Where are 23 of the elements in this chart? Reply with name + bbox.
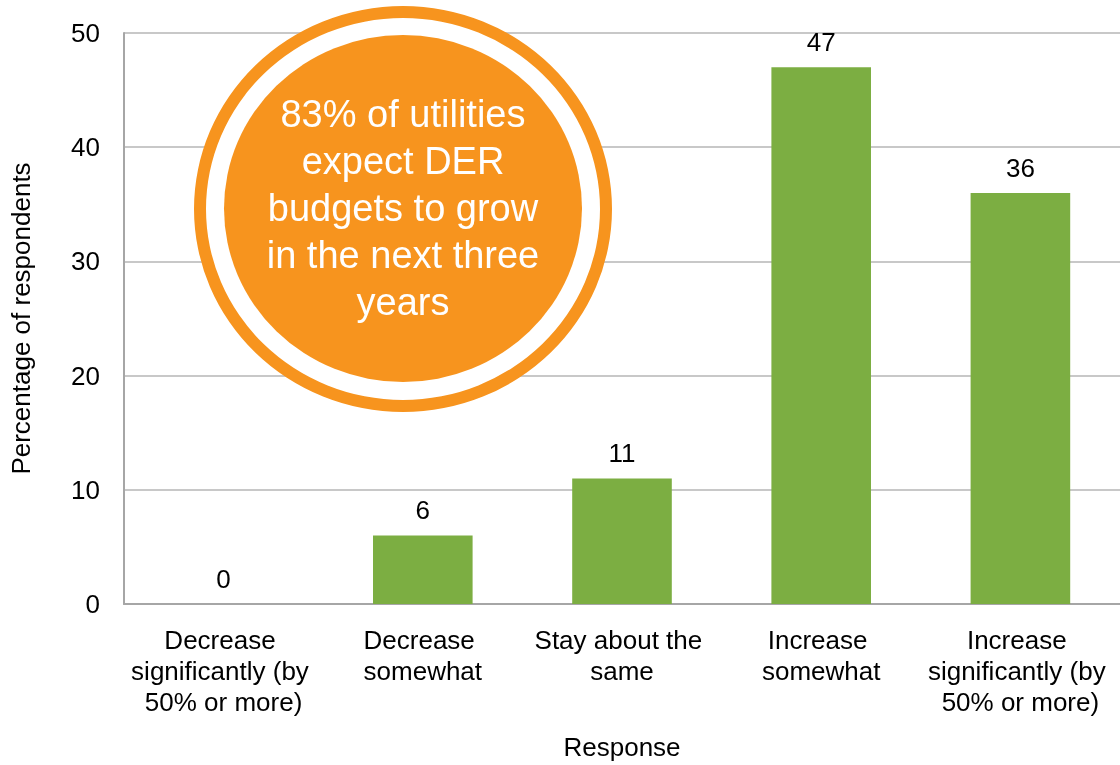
- x-tick-label: Decrease significantly (by 50% or more): [131, 624, 317, 717]
- y-tick-label: 30: [71, 246, 100, 277]
- annotation: 83% of utilities expect DER budgets to grow in the next three years: [265, 91, 541, 325]
- data-label: 6: [415, 495, 431, 526]
- bar: [771, 67, 871, 604]
- bar: [373, 535, 473, 604]
- bar: [970, 192, 1071, 604]
- data-label: 0: [216, 564, 231, 594]
- x-axis-title: Response: [563, 732, 681, 762]
- y-tick-label: 10: [71, 474, 100, 505]
- y-tick-label: 0: [85, 589, 100, 619]
- y-tick-label: 20: [71, 360, 100, 391]
- bar: [572, 478, 672, 604]
- y-tick-label: 50: [71, 18, 100, 48]
- y-axis-title: Percentage of respondents: [6, 162, 36, 475]
- x-tick-label: Increase significantly (by 50% or more): [927, 624, 1113, 717]
- data-label: 11: [608, 438, 636, 469]
- y-tick-label: 40: [71, 132, 100, 163]
- data-label: 47: [806, 27, 836, 58]
- data-label: 36: [1005, 152, 1035, 183]
- x-tick-label: Decrease somewhat: [363, 624, 483, 686]
- x-tick-label: Stay about the same: [534, 624, 710, 686]
- x-tick-label: Increase somewhat: [761, 624, 882, 686]
